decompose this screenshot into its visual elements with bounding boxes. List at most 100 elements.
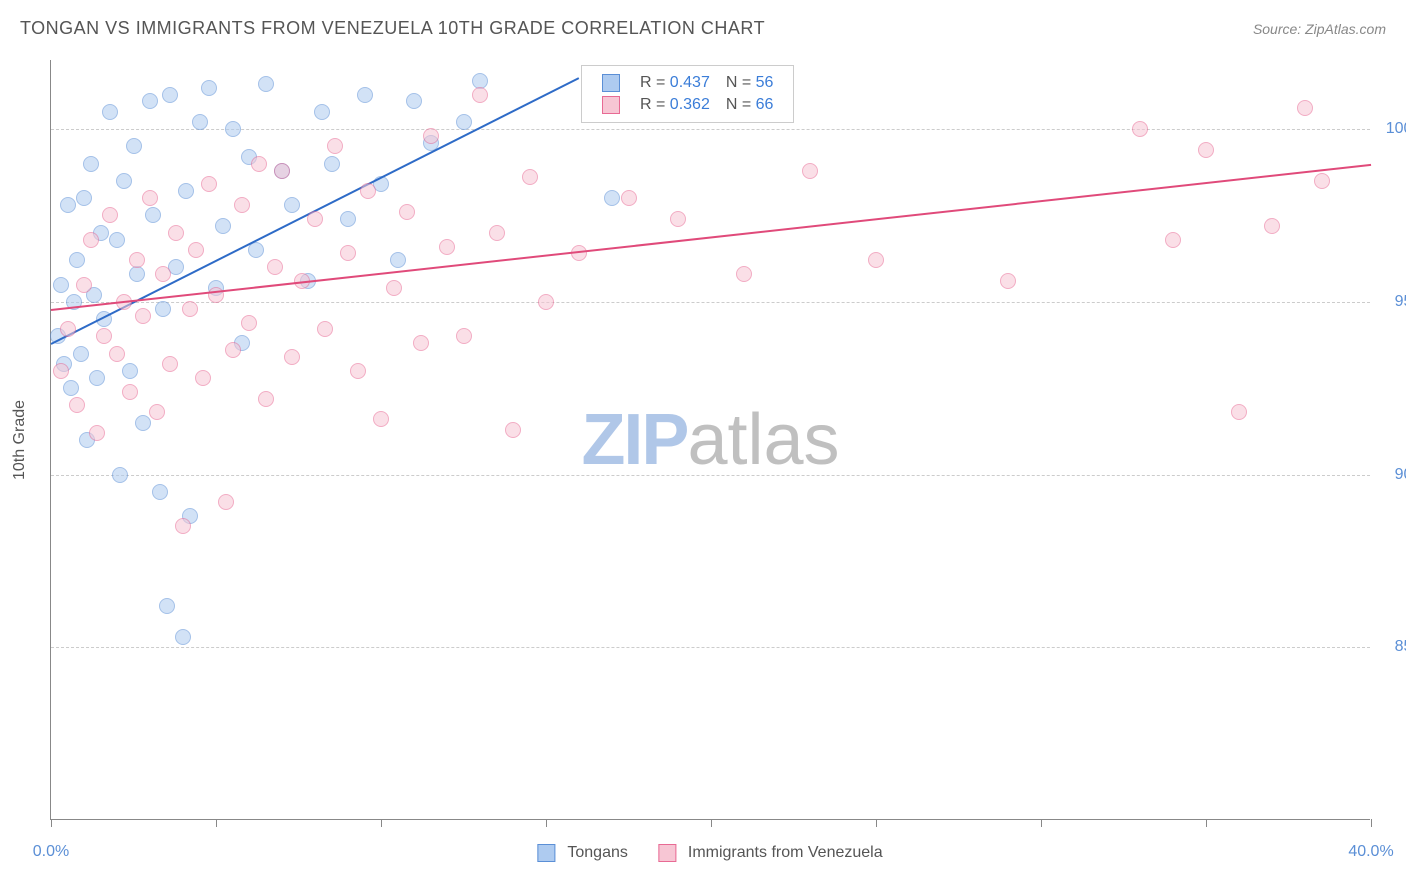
data-point xyxy=(215,218,231,234)
data-point xyxy=(152,484,168,500)
correlation-legend: R = 0.437N = 56R = 0.362N = 66 xyxy=(581,65,794,123)
data-point xyxy=(423,128,439,144)
data-point xyxy=(399,204,415,220)
data-point xyxy=(522,169,538,185)
data-point xyxy=(340,245,356,261)
data-point xyxy=(126,138,142,154)
data-point xyxy=(162,356,178,372)
data-point xyxy=(83,232,99,248)
data-point xyxy=(195,370,211,386)
data-point xyxy=(76,190,92,206)
data-point xyxy=(472,87,488,103)
data-point xyxy=(736,266,752,282)
x-tick xyxy=(546,819,547,827)
data-point xyxy=(192,114,208,130)
data-point xyxy=(439,239,455,255)
data-point xyxy=(1000,273,1016,289)
data-point xyxy=(76,277,92,293)
data-point xyxy=(182,301,198,317)
data-point xyxy=(69,252,85,268)
legend-label: Immigrants from Venezuela xyxy=(688,844,883,862)
data-point xyxy=(162,87,178,103)
legend-swatch xyxy=(602,96,620,114)
data-point xyxy=(135,415,151,431)
data-point xyxy=(360,183,376,199)
plot-area: ZIPatlas R = 0.437N = 56R = 0.362N = 66 … xyxy=(50,60,1370,820)
data-point xyxy=(63,380,79,396)
data-point xyxy=(112,467,128,483)
data-point xyxy=(327,138,343,154)
data-point xyxy=(868,252,884,268)
data-point xyxy=(96,328,112,344)
data-point xyxy=(1297,100,1313,116)
x-tick xyxy=(711,819,712,827)
data-point xyxy=(258,391,274,407)
data-point xyxy=(670,211,686,227)
data-point xyxy=(317,321,333,337)
source-attribution: Source: ZipAtlas.com xyxy=(1253,21,1386,37)
data-point xyxy=(350,363,366,379)
data-point xyxy=(225,121,241,137)
legend-row: R = 0.437N = 56 xyxy=(594,72,781,94)
data-point xyxy=(155,266,171,282)
data-point xyxy=(60,321,76,337)
data-point xyxy=(267,259,283,275)
legend-row: R = 0.362N = 66 xyxy=(594,94,781,116)
chart-title: TONGAN VS IMMIGRANTS FROM VENEZUELA 10TH… xyxy=(20,18,765,39)
data-point xyxy=(1132,121,1148,137)
data-point xyxy=(284,197,300,213)
y-tick-label: 90.0% xyxy=(1380,466,1406,484)
data-point xyxy=(604,190,620,206)
data-point xyxy=(386,280,402,296)
data-point xyxy=(621,190,637,206)
x-tick xyxy=(1041,819,1042,827)
data-point xyxy=(225,342,241,358)
gridline xyxy=(51,129,1370,130)
data-point xyxy=(357,87,373,103)
legend-item: Immigrants from Venezuela xyxy=(658,844,883,862)
data-point xyxy=(168,225,184,241)
data-point xyxy=(505,422,521,438)
chart-container: 10th Grade ZIPatlas R = 0.437N = 56R = 0… xyxy=(50,60,1370,820)
y-tick-label: 85.0% xyxy=(1380,638,1406,656)
data-point xyxy=(456,328,472,344)
data-point xyxy=(1314,173,1330,189)
x-tick xyxy=(1371,819,1372,827)
data-point xyxy=(60,197,76,213)
chart-header: TONGAN VS IMMIGRANTS FROM VENEZUELA 10TH… xyxy=(0,0,1406,49)
data-point xyxy=(129,266,145,282)
data-point xyxy=(251,156,267,172)
data-point xyxy=(129,252,145,268)
data-point xyxy=(1198,142,1214,158)
x-tick xyxy=(1206,819,1207,827)
data-point xyxy=(241,315,257,331)
x-tick xyxy=(876,819,877,827)
data-point xyxy=(116,173,132,189)
data-point xyxy=(1264,218,1280,234)
data-point xyxy=(413,335,429,351)
data-point xyxy=(258,76,274,92)
legend-swatch xyxy=(602,74,620,92)
data-point xyxy=(284,349,300,365)
data-point xyxy=(538,294,554,310)
y-tick-label: 95.0% xyxy=(1380,293,1406,311)
data-point xyxy=(149,404,165,420)
data-point xyxy=(406,93,422,109)
series-legend: Tongans Immigrants from Venezuela xyxy=(537,844,882,862)
data-point xyxy=(142,190,158,206)
gridline xyxy=(51,302,1370,303)
data-point xyxy=(373,411,389,427)
data-point xyxy=(307,211,323,227)
legend-label: Tongans xyxy=(567,844,628,862)
data-point xyxy=(201,176,217,192)
data-point xyxy=(234,197,250,213)
data-point xyxy=(159,598,175,614)
data-point xyxy=(73,346,89,362)
data-point xyxy=(175,518,191,534)
data-point xyxy=(274,163,290,179)
data-point xyxy=(145,207,161,223)
data-point xyxy=(83,156,99,172)
data-point xyxy=(218,494,234,510)
legend-swatch xyxy=(537,844,555,862)
data-point xyxy=(53,363,69,379)
